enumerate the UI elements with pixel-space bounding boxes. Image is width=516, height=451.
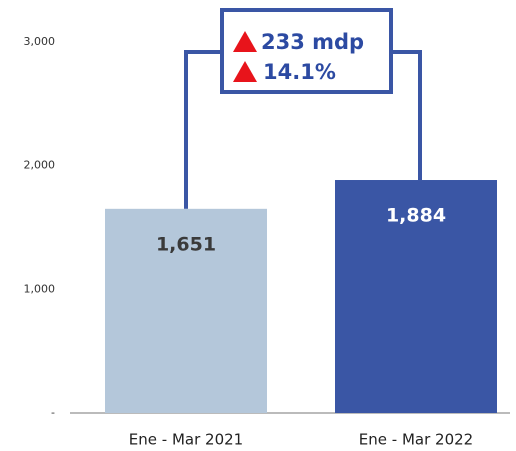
up-arrow	[233, 31, 257, 52]
y-tick-label: 2,000	[24, 159, 56, 172]
y-tick-label: -	[51, 406, 55, 419]
y-tick-label: 3,000	[24, 35, 56, 48]
annotation: 233 mdp	[261, 30, 364, 54]
x-tick-label: Ene - Mar 2021	[129, 431, 243, 449]
value-label: 1,884	[386, 205, 446, 227]
up-arrow	[233, 61, 257, 82]
bar	[105, 208, 267, 413]
x-tick-label: Ene - Mar 2022	[359, 431, 473, 449]
bracket	[391, 50, 422, 181]
value-label: 1,651	[156, 233, 216, 255]
y-tick-label: 1,000	[24, 282, 56, 295]
annotation: 14.1%	[263, 60, 336, 84]
bracket	[184, 50, 222, 209]
bar	[335, 180, 497, 413]
